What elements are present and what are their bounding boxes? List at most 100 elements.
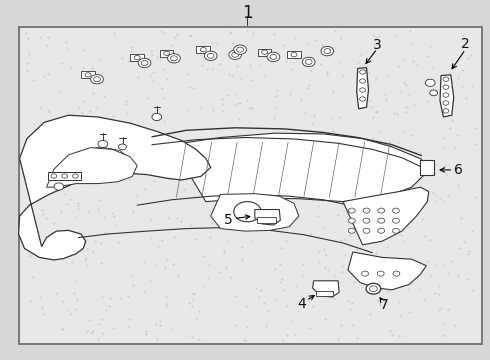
Point bbox=[370, 42, 378, 48]
Circle shape bbox=[237, 47, 244, 52]
Point bbox=[432, 193, 440, 199]
Point bbox=[373, 280, 381, 285]
Point bbox=[264, 309, 272, 314]
Point bbox=[218, 213, 226, 219]
Point bbox=[439, 321, 447, 327]
Point bbox=[348, 300, 356, 306]
Point bbox=[366, 82, 373, 88]
Point bbox=[323, 71, 331, 77]
Point bbox=[270, 189, 278, 194]
Point bbox=[431, 262, 439, 268]
Point bbox=[336, 114, 343, 120]
Circle shape bbox=[363, 218, 370, 223]
Point bbox=[95, 58, 102, 63]
Point bbox=[286, 91, 294, 97]
Point bbox=[169, 147, 176, 152]
Point bbox=[464, 276, 472, 282]
Point bbox=[242, 337, 249, 343]
Point bbox=[310, 112, 318, 118]
Point bbox=[365, 259, 373, 265]
Point bbox=[200, 283, 208, 288]
Point bbox=[122, 110, 130, 116]
Point bbox=[395, 299, 403, 305]
Point bbox=[24, 35, 32, 41]
Point bbox=[177, 218, 185, 224]
Point bbox=[394, 257, 402, 262]
Point bbox=[218, 211, 225, 217]
Point bbox=[399, 57, 407, 62]
Point bbox=[376, 302, 384, 308]
Polygon shape bbox=[313, 281, 339, 297]
Point bbox=[154, 243, 162, 249]
Point bbox=[416, 286, 424, 292]
Point bbox=[124, 323, 132, 328]
Point bbox=[46, 171, 54, 176]
Point bbox=[269, 210, 276, 216]
Point bbox=[111, 129, 119, 134]
Point bbox=[307, 67, 315, 72]
Circle shape bbox=[377, 271, 384, 276]
Point bbox=[197, 105, 205, 111]
Point bbox=[222, 265, 230, 270]
Circle shape bbox=[392, 228, 399, 233]
Point bbox=[208, 221, 216, 226]
Point bbox=[252, 285, 260, 291]
Point bbox=[171, 166, 179, 171]
Point bbox=[65, 307, 73, 312]
Point bbox=[163, 257, 171, 263]
Point bbox=[30, 121, 38, 127]
Polygon shape bbox=[440, 75, 454, 117]
Point bbox=[372, 75, 380, 81]
Point bbox=[243, 98, 251, 103]
Point bbox=[405, 91, 413, 97]
Point bbox=[94, 336, 102, 342]
Point bbox=[321, 133, 329, 139]
Point bbox=[364, 163, 371, 169]
Point bbox=[315, 282, 323, 288]
Point bbox=[189, 297, 197, 302]
Point bbox=[318, 42, 326, 48]
Point bbox=[139, 151, 147, 157]
Point bbox=[29, 77, 37, 83]
Point bbox=[444, 74, 452, 80]
Circle shape bbox=[430, 90, 438, 96]
Circle shape bbox=[363, 208, 370, 213]
Point bbox=[57, 208, 65, 214]
Polygon shape bbox=[343, 187, 429, 245]
Point bbox=[423, 258, 431, 264]
Circle shape bbox=[152, 113, 162, 121]
Point bbox=[190, 290, 198, 296]
Point bbox=[219, 102, 226, 107]
Point bbox=[185, 166, 193, 172]
Point bbox=[134, 74, 142, 80]
Point bbox=[161, 265, 169, 270]
Point bbox=[437, 90, 445, 96]
Point bbox=[458, 83, 466, 89]
Circle shape bbox=[348, 208, 355, 213]
Point bbox=[307, 231, 315, 237]
Point bbox=[25, 51, 33, 57]
Point bbox=[279, 287, 287, 293]
Point bbox=[58, 60, 66, 66]
Point bbox=[248, 211, 256, 217]
Circle shape bbox=[54, 183, 64, 190]
Point bbox=[253, 161, 261, 167]
Point bbox=[451, 322, 459, 328]
Point bbox=[384, 162, 392, 167]
Point bbox=[235, 100, 243, 106]
Point bbox=[66, 125, 74, 131]
Point bbox=[231, 91, 239, 97]
Point bbox=[432, 198, 440, 204]
Point bbox=[183, 71, 191, 77]
Point bbox=[270, 31, 278, 37]
Point bbox=[220, 248, 228, 254]
Point bbox=[400, 80, 408, 85]
Point bbox=[186, 32, 194, 38]
Point bbox=[192, 237, 200, 242]
Point bbox=[350, 279, 358, 285]
Point bbox=[169, 261, 177, 267]
Point bbox=[125, 176, 133, 182]
Point bbox=[290, 127, 297, 133]
Point bbox=[256, 204, 264, 210]
Point bbox=[397, 89, 405, 95]
